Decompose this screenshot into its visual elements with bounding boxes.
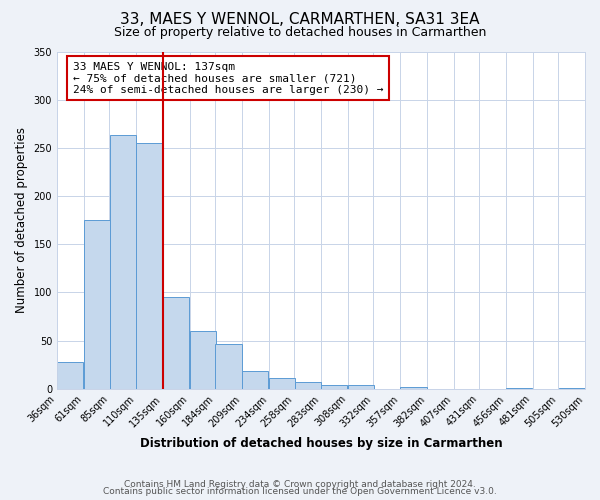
Bar — [242, 370, 268, 389]
Text: Contains HM Land Registry data © Crown copyright and database right 2024.: Contains HM Land Registry data © Crown c… — [124, 480, 476, 489]
Text: Contains public sector information licensed under the Open Government Licence v3: Contains public sector information licen… — [103, 487, 497, 496]
Bar — [321, 385, 347, 389]
Bar — [506, 388, 532, 389]
Text: 33, MAES Y WENNOL, CARMARTHEN, SA31 3EA: 33, MAES Y WENNOL, CARMARTHEN, SA31 3EA — [120, 12, 480, 28]
Bar — [215, 344, 242, 389]
Bar — [559, 388, 585, 389]
Y-axis label: Number of detached properties: Number of detached properties — [15, 127, 28, 313]
Bar — [295, 382, 321, 389]
Bar — [400, 387, 427, 389]
Bar — [163, 298, 189, 389]
Bar — [269, 378, 295, 389]
Bar — [58, 362, 83, 389]
X-axis label: Distribution of detached houses by size in Carmarthen: Distribution of detached houses by size … — [140, 437, 502, 450]
Bar — [348, 385, 374, 389]
Bar — [136, 143, 163, 389]
Text: Size of property relative to detached houses in Carmarthen: Size of property relative to detached ho… — [114, 26, 486, 39]
Bar — [110, 136, 136, 389]
Bar — [190, 331, 216, 389]
Bar — [84, 220, 110, 389]
Text: 33 MAES Y WENNOL: 137sqm
← 75% of detached houses are smaller (721)
24% of semi-: 33 MAES Y WENNOL: 137sqm ← 75% of detach… — [73, 62, 383, 95]
